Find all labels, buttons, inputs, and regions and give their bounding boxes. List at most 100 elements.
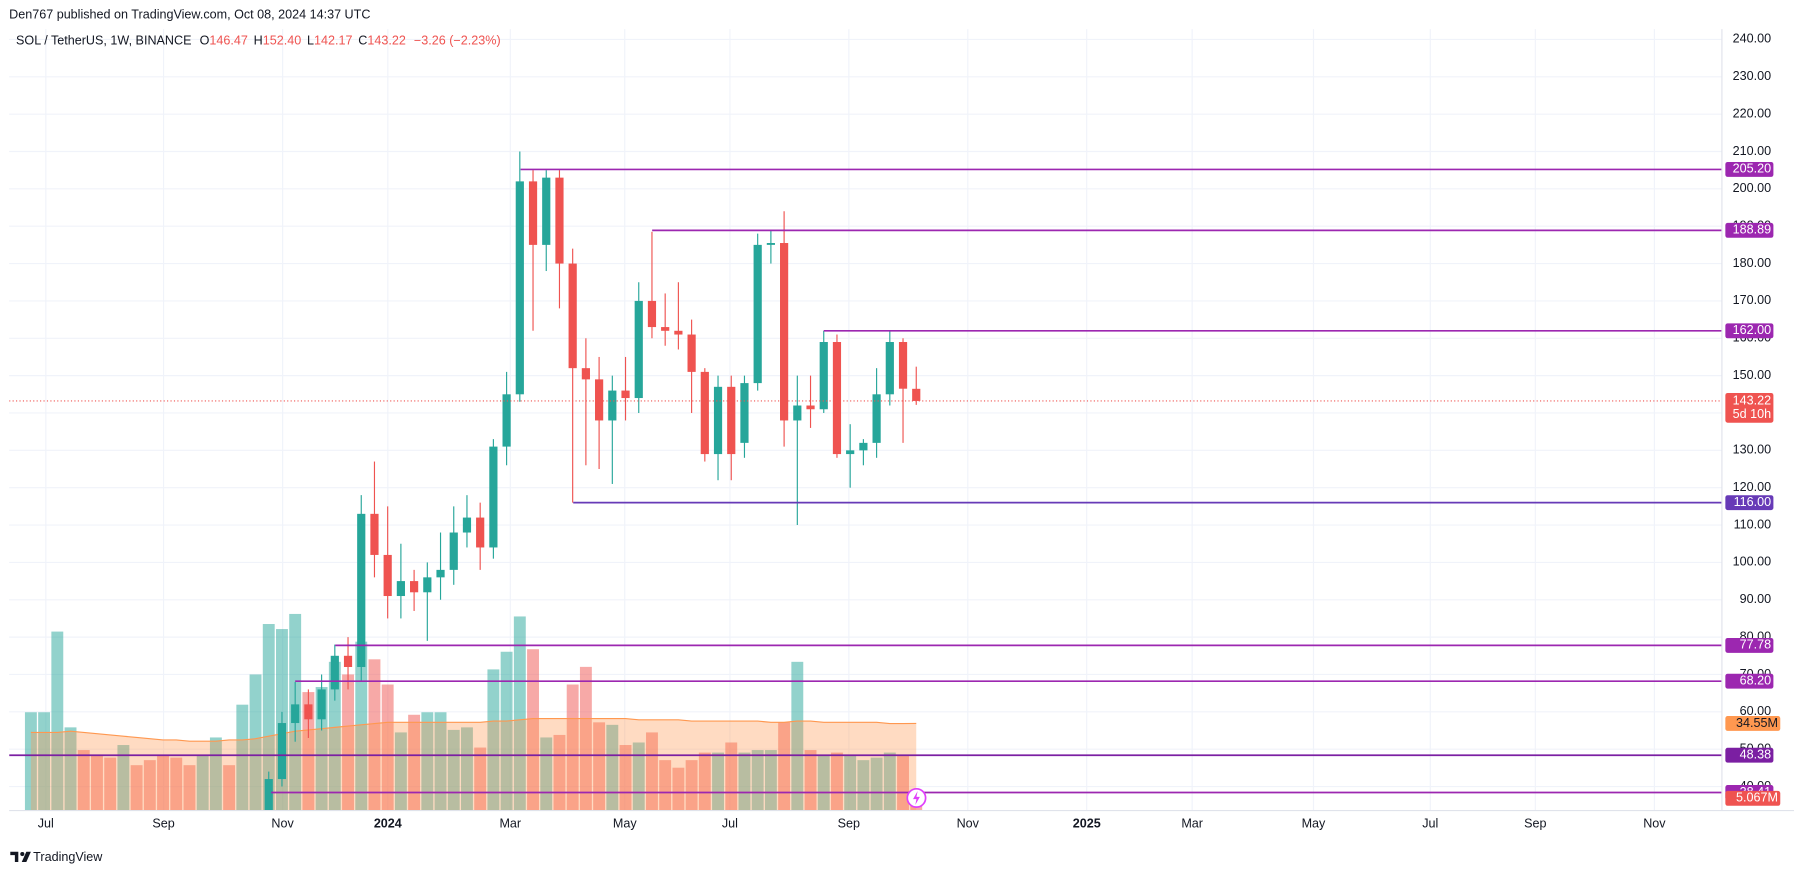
y-tick-label: 240.00 <box>1733 32 1771 46</box>
volume-bar <box>104 757 117 811</box>
candle-body <box>621 390 630 399</box>
price-tag <box>1725 392 1774 423</box>
legend-value: 142.17 <box>314 34 352 48</box>
candle-body <box>727 386 736 455</box>
level-tag <box>1725 161 1774 177</box>
candle-body <box>515 181 524 395</box>
volume-bar <box>579 666 592 811</box>
candle-body <box>832 342 842 455</box>
level-label: 77.78 <box>1740 638 1771 652</box>
x-tick-label: Sep <box>838 817 860 831</box>
candle-body <box>713 386 723 455</box>
volume-bar <box>474 747 487 811</box>
volume-bar <box>659 760 672 811</box>
volume-bar <box>606 724 619 811</box>
candle-body <box>859 442 868 451</box>
volume-tag <box>1725 790 1781 806</box>
volume-bar <box>751 750 764 811</box>
level-tag <box>1725 673 1774 689</box>
candle-body <box>357 513 366 668</box>
x-tick-label: Mar <box>1181 817 1203 831</box>
volume-bar <box>381 684 394 811</box>
volume-ma-area <box>30 718 917 811</box>
level-label: 68.20 <box>1740 674 1771 688</box>
legend-key: L <box>307 34 314 48</box>
y-tick-label: 180.00 <box>1733 256 1771 270</box>
legend-key: H <box>254 34 263 48</box>
axes <box>9 29 1794 812</box>
candle-body <box>449 532 458 570</box>
candle-body <box>555 177 564 264</box>
candle-body <box>410 581 419 593</box>
candle-body <box>753 244 762 384</box>
volume-bar <box>527 649 539 811</box>
y-tick-label: 130.00 <box>1733 443 1771 457</box>
volume-bar <box>883 752 896 811</box>
volume-bar <box>24 712 37 811</box>
volume-bar <box>646 732 658 811</box>
x-tick-label: May <box>613 817 637 831</box>
volume-bar <box>262 624 275 811</box>
volume-bar <box>408 714 421 811</box>
volume-bar <box>831 752 843 811</box>
volume-bar <box>434 712 447 811</box>
candle-body <box>476 517 485 548</box>
candle-body <box>793 405 802 421</box>
volume-bar <box>38 712 51 811</box>
volume-bar <box>712 752 724 811</box>
footer-logo <box>10 851 31 863</box>
candle-body <box>740 383 749 443</box>
price-pane <box>9 151 1722 811</box>
candle-body <box>687 334 696 372</box>
volume-bar <box>328 661 341 811</box>
candle-body <box>423 577 432 593</box>
volume-bar <box>725 742 738 811</box>
y-tick-label: 100.00 <box>1733 555 1771 569</box>
x-tick-label: Nov <box>271 817 294 831</box>
volume-bar <box>355 641 368 811</box>
volume-bar <box>804 750 817 811</box>
x-tick-label: May <box>1302 817 1326 831</box>
legend-key: O <box>200 34 210 48</box>
volume-bar <box>632 742 645 811</box>
legend-change: −3.26 (−2.23%) <box>414 34 501 48</box>
candle-body <box>581 368 590 380</box>
y-tick-label: 200.00 <box>1733 181 1771 195</box>
volume-bar <box>593 722 606 811</box>
x-tick-label: 2025 <box>1073 817 1101 831</box>
volume-bar <box>461 727 473 811</box>
x-tick-label: Nov <box>957 817 980 831</box>
volume-bar <box>368 659 381 811</box>
candle-body <box>396 581 405 597</box>
candle-body <box>674 330 683 335</box>
x-tick-label: Jul <box>722 817 738 831</box>
alert-bolt <box>913 791 920 805</box>
volume-bar <box>342 674 354 811</box>
candle-body <box>502 394 511 447</box>
level-label: 162.00 <box>1733 323 1771 337</box>
y-tick-label: 170.00 <box>1733 293 1771 307</box>
x-tick-label: 2024 <box>374 817 402 831</box>
candle-body <box>291 704 300 724</box>
volume-bar <box>170 757 183 811</box>
volume-bar <box>672 767 685 811</box>
level-tag <box>1725 495 1774 511</box>
candle-body <box>330 655 339 690</box>
candle-body <box>912 388 921 401</box>
legend-title: SOL / TetherUS, 1W, BINANCE <box>16 34 191 48</box>
header: Den767 published on TradingView.com, Oct… <box>9 8 370 22</box>
candle-body <box>343 655 353 668</box>
candle-body <box>898 342 908 389</box>
candle-body <box>700 371 709 455</box>
candle-body <box>885 342 894 395</box>
candle-body <box>872 394 881 443</box>
volume-bar <box>487 669 500 811</box>
volume-bar <box>566 684 579 811</box>
volume-bar <box>738 752 751 811</box>
y-tick-label: 110.00 <box>1734 517 1772 531</box>
x-tick-label: Nov <box>1643 817 1666 831</box>
volume-bar <box>857 760 870 811</box>
logo-dot <box>20 851 25 857</box>
volume-bar <box>117 745 130 811</box>
candle-body <box>780 243 789 421</box>
